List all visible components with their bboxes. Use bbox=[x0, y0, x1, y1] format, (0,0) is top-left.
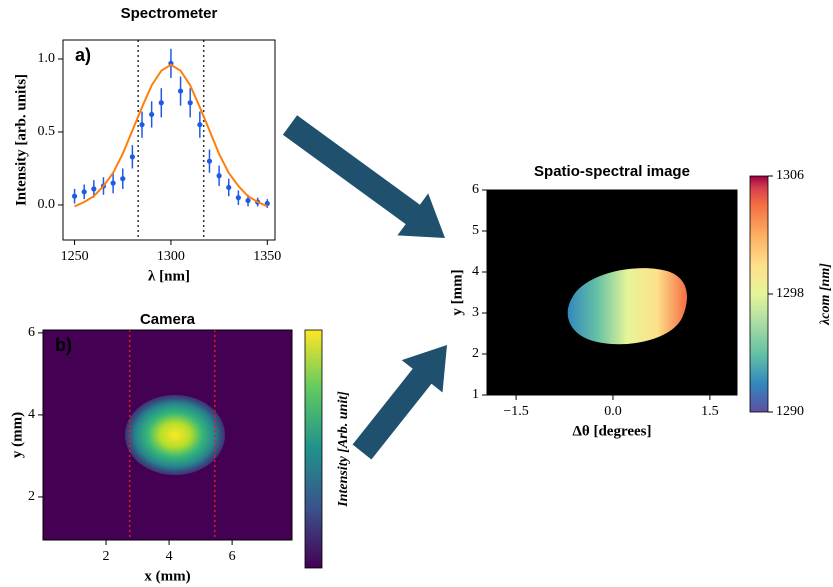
data-point bbox=[130, 154, 135, 159]
x-tick-label: −1.5 bbox=[503, 404, 528, 419]
data-point bbox=[139, 122, 144, 127]
x-tick-label: 2 bbox=[103, 549, 110, 564]
data-point bbox=[111, 180, 116, 185]
data-point bbox=[82, 189, 87, 194]
chart-title: Spectrometer bbox=[121, 5, 218, 22]
y-tick-label: 4 bbox=[472, 264, 479, 279]
data-point bbox=[188, 100, 193, 105]
data-point bbox=[236, 195, 241, 200]
panel-label: c) bbox=[499, 195, 515, 215]
y-tick-label: 0.0 bbox=[38, 197, 56, 212]
y-tick-label: 6 bbox=[28, 325, 35, 340]
colorbar bbox=[305, 330, 322, 568]
panel-label: a) bbox=[75, 45, 91, 65]
data-point bbox=[120, 176, 125, 181]
arrow bbox=[283, 115, 445, 238]
colorbar-tick-label: 1306 bbox=[776, 168, 804, 183]
x-tick-label: 1250 bbox=[61, 249, 89, 264]
x-axis-label: x (mm) bbox=[144, 568, 190, 584]
data-point bbox=[245, 198, 250, 203]
data-point bbox=[207, 159, 212, 164]
data-point bbox=[72, 194, 77, 199]
colorbar-tick-label: 1298 bbox=[776, 286, 804, 301]
data-point bbox=[91, 186, 96, 191]
plot-frame bbox=[63, 40, 275, 240]
colorbar-label: λcom [nm] bbox=[818, 263, 833, 326]
page: Spectrometer 1250 1300 1350 0.0 0.5 1.0 λ [nm] I… bbox=[0, 0, 833, 587]
arrow bbox=[353, 345, 447, 460]
y-axis-label: Intensity [arb. units] bbox=[13, 74, 29, 206]
x-axis-label: Δθ [degrees] bbox=[572, 423, 651, 439]
camera-spot bbox=[125, 395, 225, 475]
panel-label: b) bbox=[55, 335, 72, 355]
chart-title: Spatio-spectral image bbox=[534, 163, 690, 180]
y-tick-label: 5 bbox=[472, 223, 479, 238]
y-tick-label: 0.5 bbox=[38, 124, 56, 139]
data-point bbox=[217, 173, 222, 178]
y-tick-label: 4 bbox=[28, 407, 35, 422]
figure: Spectrometer 1250 1300 1350 0.0 0.5 1.0 λ [nm] I… bbox=[0, 0, 833, 587]
data-point bbox=[178, 88, 183, 93]
x-tick-label: 1.5 bbox=[701, 404, 719, 419]
colorbar bbox=[750, 176, 768, 412]
data-point bbox=[159, 100, 164, 105]
x-tick-label: 0.0 bbox=[604, 404, 622, 419]
chart-title: Camera bbox=[140, 311, 196, 328]
x-axis-label: λ [nm] bbox=[148, 268, 190, 284]
colorbar-label: Intensity [Arb. unit] bbox=[336, 391, 351, 508]
y-tick-label: 2 bbox=[472, 346, 479, 361]
data-point bbox=[197, 122, 202, 127]
data-point bbox=[149, 112, 154, 117]
y-tick-label: 3 bbox=[472, 305, 479, 320]
y-axis-label: y (mm) bbox=[9, 412, 25, 458]
x-tick-label: 1300 bbox=[157, 249, 185, 264]
fit-line bbox=[75, 65, 268, 207]
y-tick-label: 1 bbox=[472, 387, 479, 402]
plot-backgrounds bbox=[43, 190, 737, 540]
x-tick-label: 6 bbox=[229, 549, 236, 564]
y-axis-label: y [mm] bbox=[449, 269, 465, 315]
x-tick-label: 1350 bbox=[253, 249, 281, 264]
x-tick-label: 4 bbox=[166, 549, 173, 564]
colorbar-tick-label: 1290 bbox=[776, 404, 804, 419]
y-tick-label: 6 bbox=[472, 182, 479, 197]
data-point bbox=[226, 185, 231, 190]
y-tick-label: 1.0 bbox=[38, 51, 56, 66]
y-tick-label: 2 bbox=[28, 489, 35, 504]
